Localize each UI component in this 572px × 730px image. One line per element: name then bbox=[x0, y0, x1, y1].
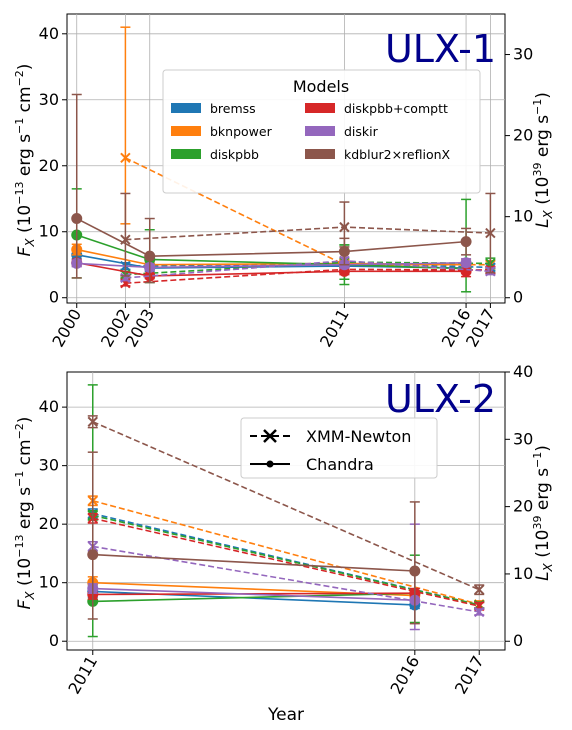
data-point bbox=[460, 236, 472, 248]
svg-text:FX (10−13 erg s−1 cm−2): FX (10−13 erg s−1 cm−2) bbox=[13, 417, 37, 610]
svg-text:bremss: bremss bbox=[210, 101, 256, 116]
x-tick-label: 2017 bbox=[451, 653, 488, 698]
series-line bbox=[92, 514, 480, 606]
legend-swatch-diskpbb-comptt bbox=[305, 103, 335, 113]
legend-item-diskpbb-comptt: diskpbb+comptt bbox=[305, 101, 448, 116]
y-tick-label: 40 bbox=[39, 24, 59, 43]
y-tick-label: 20 bbox=[39, 156, 59, 175]
svg-text:XMM-Newton: XMM-Newton bbox=[306, 427, 411, 446]
y-tick-label: 40 bbox=[39, 397, 59, 416]
y-right-tick-label: 30 bbox=[513, 429, 533, 448]
data-point bbox=[409, 565, 421, 577]
legend-swatch-bremss bbox=[171, 103, 201, 113]
y-right-tick-label: 30 bbox=[513, 45, 533, 64]
y-tick-label: 10 bbox=[39, 573, 59, 592]
series-line bbox=[76, 234, 467, 270]
series-ulx-2 bbox=[87, 384, 485, 638]
x-tick-label: 2016 bbox=[386, 653, 423, 698]
panel-title-ulx-1: ULX-1 bbox=[385, 27, 496, 71]
data-point-x bbox=[120, 152, 131, 164]
x-tick-label: 2011 bbox=[64, 653, 101, 698]
data-point bbox=[71, 213, 83, 225]
svg-text:LX (1039 erg s−1): LX (1039 erg s−1) bbox=[531, 92, 555, 228]
series-line bbox=[76, 217, 467, 257]
data-point-x bbox=[474, 606, 485, 618]
legend-item-bremss: bremss bbox=[171, 101, 256, 116]
series-line bbox=[92, 421, 480, 591]
series-ulx-1 bbox=[71, 26, 496, 293]
svg-text:Chandra: Chandra bbox=[306, 455, 374, 474]
legend-item-bknpower: bknpower bbox=[171, 124, 273, 139]
series-line bbox=[92, 553, 415, 572]
y-tick-label: 30 bbox=[39, 456, 59, 475]
svg-text:kdblur2×reflionX: kdblur2×reflionX bbox=[344, 147, 451, 162]
panel-title-ulx-2: ULX-2 bbox=[385, 377, 496, 421]
series-kdblur2-reflionx-xmm-newton bbox=[120, 192, 496, 277]
legend-models: Models bremss bknpower diskpbb diskpbb+c… bbox=[162, 69, 481, 194]
data-point-x bbox=[120, 234, 131, 245]
legend-item-kdblur2-reflionx: kdblur2×reflionX bbox=[305, 147, 451, 162]
y-tick-label: 30 bbox=[39, 90, 59, 109]
series-kdblur2-reflionx-xmm-newton bbox=[87, 415, 485, 596]
legend-swatch-diskpbb bbox=[171, 149, 201, 159]
data-point-x bbox=[87, 416, 98, 427]
y-axis-label-right-ulx-1: LX (1039 erg s−1) bbox=[531, 92, 555, 228]
x-axis-label: Year bbox=[267, 705, 304, 725]
series-line bbox=[92, 592, 415, 603]
legend-swatch-kdblur2-reflionx bbox=[305, 149, 335, 159]
y-axis-label-left-ulx-1: FX (10−13 erg s−1 cm−2) bbox=[13, 64, 37, 257]
legend-item-diskir: diskir bbox=[305, 124, 379, 139]
y-right-tick-label: 10 bbox=[513, 564, 533, 583]
svg-text:diskir: diskir bbox=[344, 124, 379, 139]
data-point-x bbox=[485, 227, 496, 239]
legend-item-xmm-newton: XMM-Newton bbox=[250, 427, 411, 446]
legend-item-chandra: Chandra bbox=[250, 455, 374, 474]
legend-instruments: XMM-Newton Chandra bbox=[240, 417, 438, 479]
legend-swatch-diskir bbox=[305, 126, 335, 136]
series-line bbox=[92, 587, 415, 602]
x-tick-label: 2011 bbox=[316, 306, 353, 351]
x-tick-label: 2000 bbox=[48, 306, 85, 351]
y-right-tick-label: 20 bbox=[513, 126, 533, 145]
y-right-tick-label: 40 bbox=[513, 362, 533, 381]
series-line bbox=[92, 512, 480, 606]
data-point bbox=[460, 257, 472, 269]
y-tick-label: 0 bbox=[49, 288, 59, 307]
series-line bbox=[76, 261, 467, 269]
svg-text:FX (10−13 erg s−1 cm−2): FX (10−13 erg s−1 cm−2) bbox=[13, 64, 37, 257]
y-axis-label-left-ulx-2: FX (10−13 erg s−1 cm−2) bbox=[13, 417, 37, 610]
y-right-tick-label: 20 bbox=[513, 497, 533, 516]
y-right-tick-label: 10 bbox=[513, 207, 533, 226]
y-right-tick-label: 0 bbox=[513, 288, 523, 307]
y-axis-label-right-ulx-2: LX (1039 erg s−1) bbox=[531, 445, 555, 581]
y-tick-label: 0 bbox=[49, 631, 59, 650]
series-kdblur2-reflionx-chandra bbox=[71, 93, 472, 284]
dot-marker-icon bbox=[266, 460, 274, 468]
x-marker-icon bbox=[263, 429, 277, 443]
data-point bbox=[338, 246, 350, 258]
data-point-x bbox=[474, 584, 485, 595]
y-tick-label: 10 bbox=[39, 222, 59, 241]
data-point bbox=[87, 549, 99, 561]
data-point bbox=[144, 250, 156, 262]
data-point-x bbox=[339, 221, 350, 233]
svg-text:LX (1039 erg s−1): LX (1039 erg s−1) bbox=[531, 445, 555, 581]
legend-item-diskpbb: diskpbb bbox=[171, 147, 259, 162]
series-line bbox=[92, 517, 480, 607]
y-tick-label: 20 bbox=[39, 514, 59, 533]
series-line bbox=[76, 261, 467, 277]
svg-text:bknpower: bknpower bbox=[210, 124, 273, 139]
svg-text:diskpbb+comptt: diskpbb+comptt bbox=[344, 101, 448, 116]
svg-text:diskpbb: diskpbb bbox=[210, 147, 259, 162]
data-point-x bbox=[120, 272, 131, 284]
legend-models-title: Models bbox=[293, 77, 349, 96]
y-right-tick-label: 0 bbox=[513, 631, 523, 650]
series-kdblur2-reflionx-chandra bbox=[87, 451, 421, 625]
legend-swatch-bknpower bbox=[171, 126, 201, 136]
panel-ulx-2: 2011 2016 2017 0 10 20 30 40 0 10 20 30 40 ULX-2 FX … bbox=[13, 362, 555, 725]
